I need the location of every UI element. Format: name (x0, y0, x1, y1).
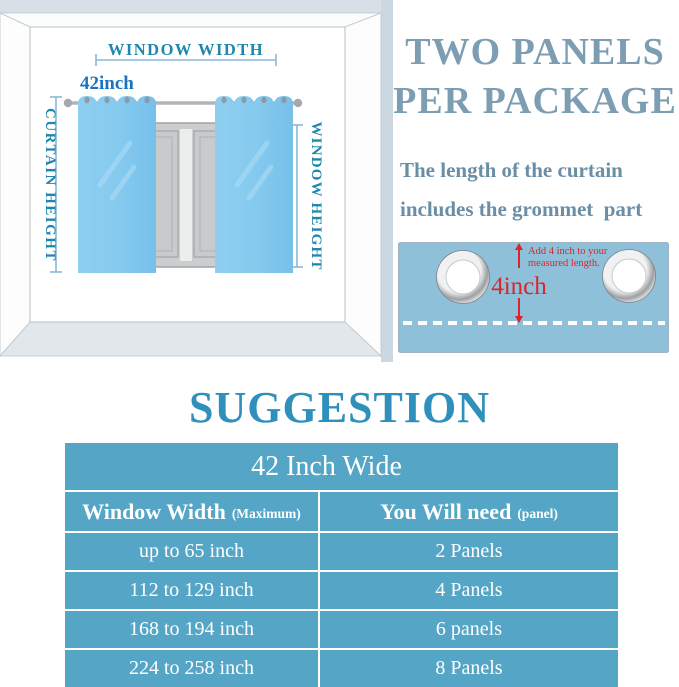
column-header-window-width: Window Width (Maximum) (65, 492, 320, 531)
panel-width-label: 42inch (80, 73, 134, 94)
two-panels-heading: TWO PANELS PER PACKAGE (391, 28, 679, 126)
window-width-label: WINDOW WIDTH (108, 40, 264, 59)
column-header-window-width-label: Window Width (82, 498, 226, 524)
curtain-height-label: CURTAIN HEIGHT (42, 108, 58, 262)
ceiling (0, 12, 382, 28)
window-width-value: 112 to 129 inch (65, 572, 320, 609)
window-height-label: WINDOW HEIGHT (308, 121, 324, 270)
right-wall (344, 12, 382, 357)
left-wall (0, 12, 31, 357)
table-header-row: Window Width (Maximum) You Will need (pa… (65, 490, 618, 531)
table-row: 224 to 258 inch 8 Panels (65, 648, 618, 687)
panels-needed-value: 6 panels (435, 618, 502, 640)
table-title-row: 42 Inch Wide (65, 443, 618, 490)
panel-suggestion-table: 42 Inch Wide Window Width (Maximum) You … (65, 443, 618, 687)
panels-needed-value: 2 Panels (435, 540, 503, 562)
grommet-ring-left (436, 250, 490, 304)
column-header-panels-needed-sub: (panel) (517, 505, 558, 521)
two-panels-heading-line2: PER PACKAGE (393, 80, 677, 122)
grommet-tabs-right (221, 96, 287, 104)
column-header-panels-needed-label: You Will need (380, 498, 512, 524)
window-width-value: 224 to 258 inch (65, 650, 320, 687)
table-title: 42 Inch Wide (251, 450, 402, 482)
panels-needed-value: 4 Panels (435, 579, 503, 601)
wall-right-band (381, 0, 393, 362)
grommet-ring-right (602, 249, 656, 303)
add-length-note-line2: measured length. (528, 258, 600, 269)
table-row: 112 to 129 inch 4 Panels (65, 570, 618, 609)
two-panels-heading-line1: TWO PANELS (405, 31, 665, 73)
curtain-panel-right (215, 96, 293, 273)
column-header-window-width-sub: (Maximum) (231, 505, 301, 521)
panels-needed-value: 8 Panels (435, 657, 503, 679)
curtain-length-note: The length of the curtain includes the g… (400, 151, 679, 229)
table-row: 168 to 194 inch 6 panels (65, 609, 618, 648)
curtain-length-note-line2: includes the grommet part (400, 197, 643, 221)
wall-top-band (0, 0, 393, 13)
grommet-tabs-left (84, 96, 150, 104)
grommet-figure: 4inch Add 4 inch to your measured length… (398, 242, 669, 353)
curtain-panel-left (78, 96, 156, 273)
add-length-note-line1: Add 4 inch to your (528, 246, 608, 257)
curtain-length-note-line1: The length of the curtain (400, 158, 623, 182)
window-height-measure-line (291, 124, 303, 268)
window-width-value: 168 to 194 inch (65, 611, 320, 648)
curtain-height-measure-line (50, 96, 62, 273)
window-width-measure-line (95, 54, 277, 66)
table-row: up to 65 inch 2 Panels (65, 531, 618, 570)
window-width-value: up to 65 inch (65, 533, 320, 570)
floor (0, 321, 383, 357)
room-diagram: WINDOW WIDTH 42inch CURTAIN HEIGHT WINDO… (0, 0, 393, 362)
four-inch-arrow (515, 243, 523, 323)
suggestion-heading: SUGGESTION (189, 383, 490, 432)
column-header-panels-needed: You Will need (panel) (320, 492, 618, 531)
four-inch-label: 4inch (491, 273, 547, 300)
